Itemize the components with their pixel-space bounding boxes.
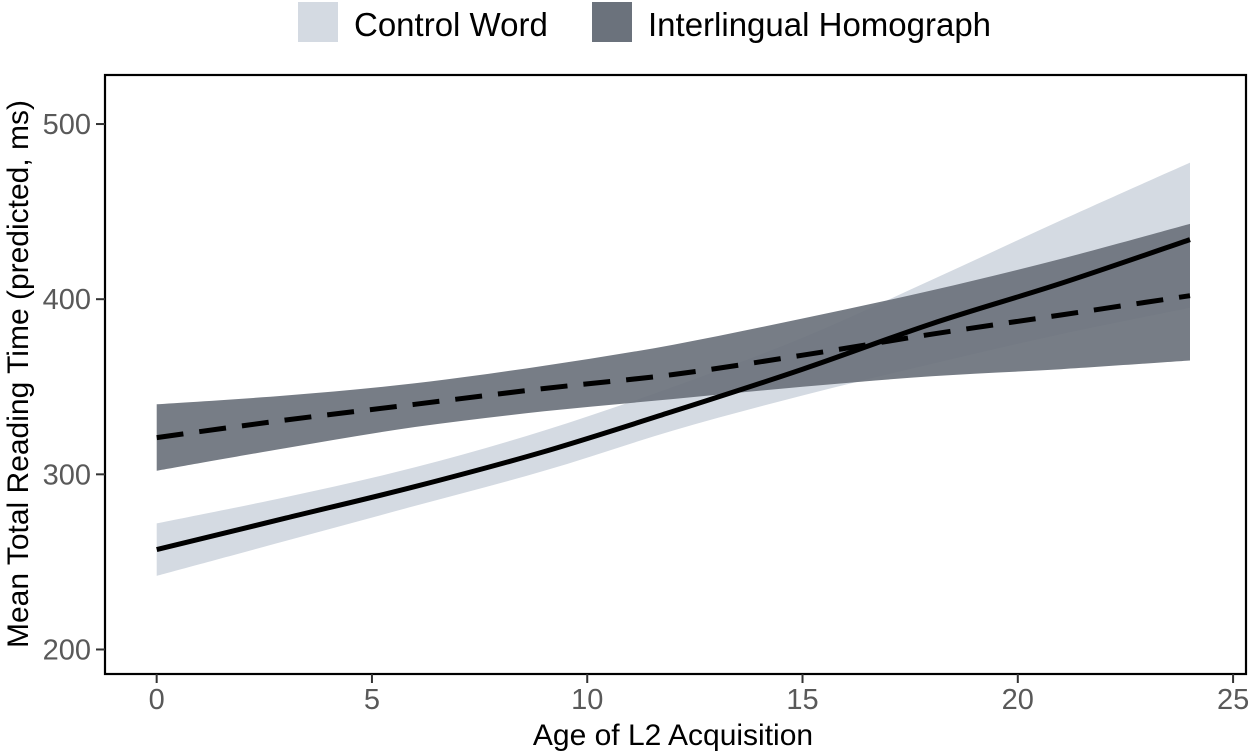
x-tick-label: 20 xyxy=(1002,684,1034,716)
y-tick-label: 200 xyxy=(43,634,91,666)
series-lines xyxy=(156,237,1191,553)
y-axis: 200 300 400 500 xyxy=(43,109,105,666)
legend: Control Word Interlingual Homograph xyxy=(298,2,991,43)
line-control-word xyxy=(156,237,1191,553)
confidence-band-control-word xyxy=(156,162,1191,576)
legend-label-interlingual-homograph: Interlingual Homograph xyxy=(648,6,991,43)
x-tick-label: 5 xyxy=(364,684,380,716)
y-tick-label: 500 xyxy=(43,109,91,141)
legend-label-control-word: Control Word xyxy=(354,6,548,43)
x-axis: 0 5 10 15 20 25 xyxy=(149,674,1249,716)
x-tick-label: 0 xyxy=(149,684,165,716)
y-axis-title: Mean Total Reading Time (predicted, ms) xyxy=(2,100,35,648)
x-axis-title: Age of L2 Acquisition xyxy=(533,719,813,752)
x-tick-label: 15 xyxy=(786,684,818,716)
x-tick-label: 25 xyxy=(1217,684,1249,716)
plot-panel-border xyxy=(103,73,1248,676)
x-tick-label: 10 xyxy=(571,684,603,716)
confidence-bands xyxy=(156,162,1191,576)
y-tick-label: 300 xyxy=(43,459,91,491)
confidence-band-interlingual-homograph xyxy=(156,223,1191,471)
legend-key-interlingual-homograph xyxy=(592,2,632,42)
y-tick-label: 400 xyxy=(43,284,91,316)
legend-key-control-word xyxy=(298,2,338,42)
line-interlingual-homograph xyxy=(156,293,1191,441)
